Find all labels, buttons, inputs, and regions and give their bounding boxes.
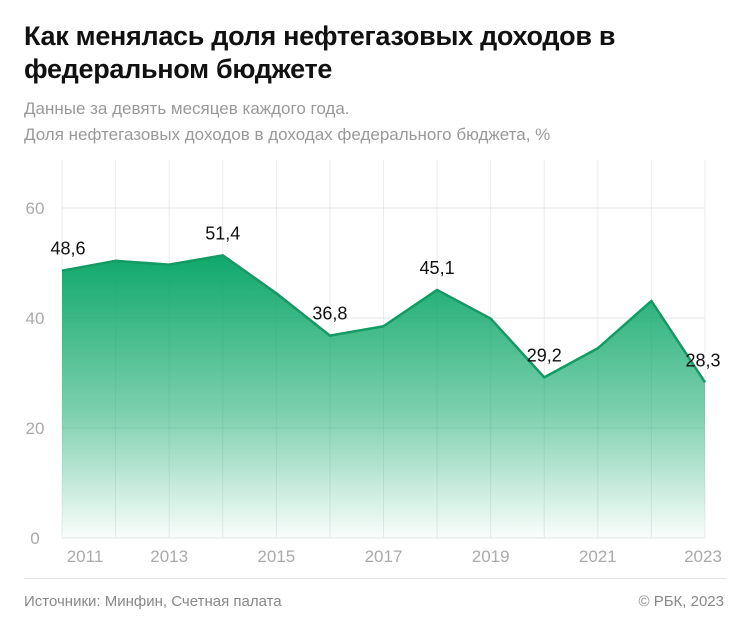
copyright: © РБК, 2023 [638, 593, 724, 610]
area-fill [62, 255, 705, 539]
subtitle-period: Данные за девять месяцев каждого года. [24, 99, 350, 118]
source-note: Источники: Минфин, Счетная палата [24, 593, 282, 610]
data-label: 51,4 [205, 223, 240, 243]
area-chart: 0 20 40 60 48,6 51,4 36,8 45,1 29,2 28,3 2011 2013 2… [26, 160, 722, 566]
chart-title: Как менялась доля нефтегазовых доходов в… [24, 21, 616, 84]
y-tick-label: 0 [30, 529, 39, 548]
data-label: 28,3 [685, 350, 720, 370]
data-label: 48,6 [50, 239, 85, 259]
footer-divider [24, 578, 726, 579]
x-tick-label: 2013 [150, 547, 188, 566]
y-tick-label: 40 [26, 309, 45, 328]
subtitle-measure: Доля нефтегазовых доходов в доходах феде… [24, 125, 551, 144]
y-tick-label: 20 [26, 419, 45, 438]
y-tick-label: 60 [26, 199, 45, 218]
x-tick-label: 2023 [684, 547, 722, 566]
x-tick-label: 2015 [257, 547, 295, 566]
x-tick-label: 2011 [67, 547, 104, 566]
x-tick-label: 2017 [365, 547, 403, 566]
x-tick-label: 2019 [472, 547, 510, 566]
data-label: 36,8 [312, 304, 347, 324]
x-tick-label: 2021 [579, 547, 617, 566]
data-label: 45,1 [420, 258, 455, 278]
data-label: 29,2 [527, 345, 562, 365]
